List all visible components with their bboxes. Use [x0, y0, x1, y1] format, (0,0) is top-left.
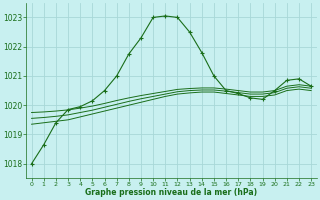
X-axis label: Graphe pression niveau de la mer (hPa): Graphe pression niveau de la mer (hPa): [85, 188, 257, 197]
